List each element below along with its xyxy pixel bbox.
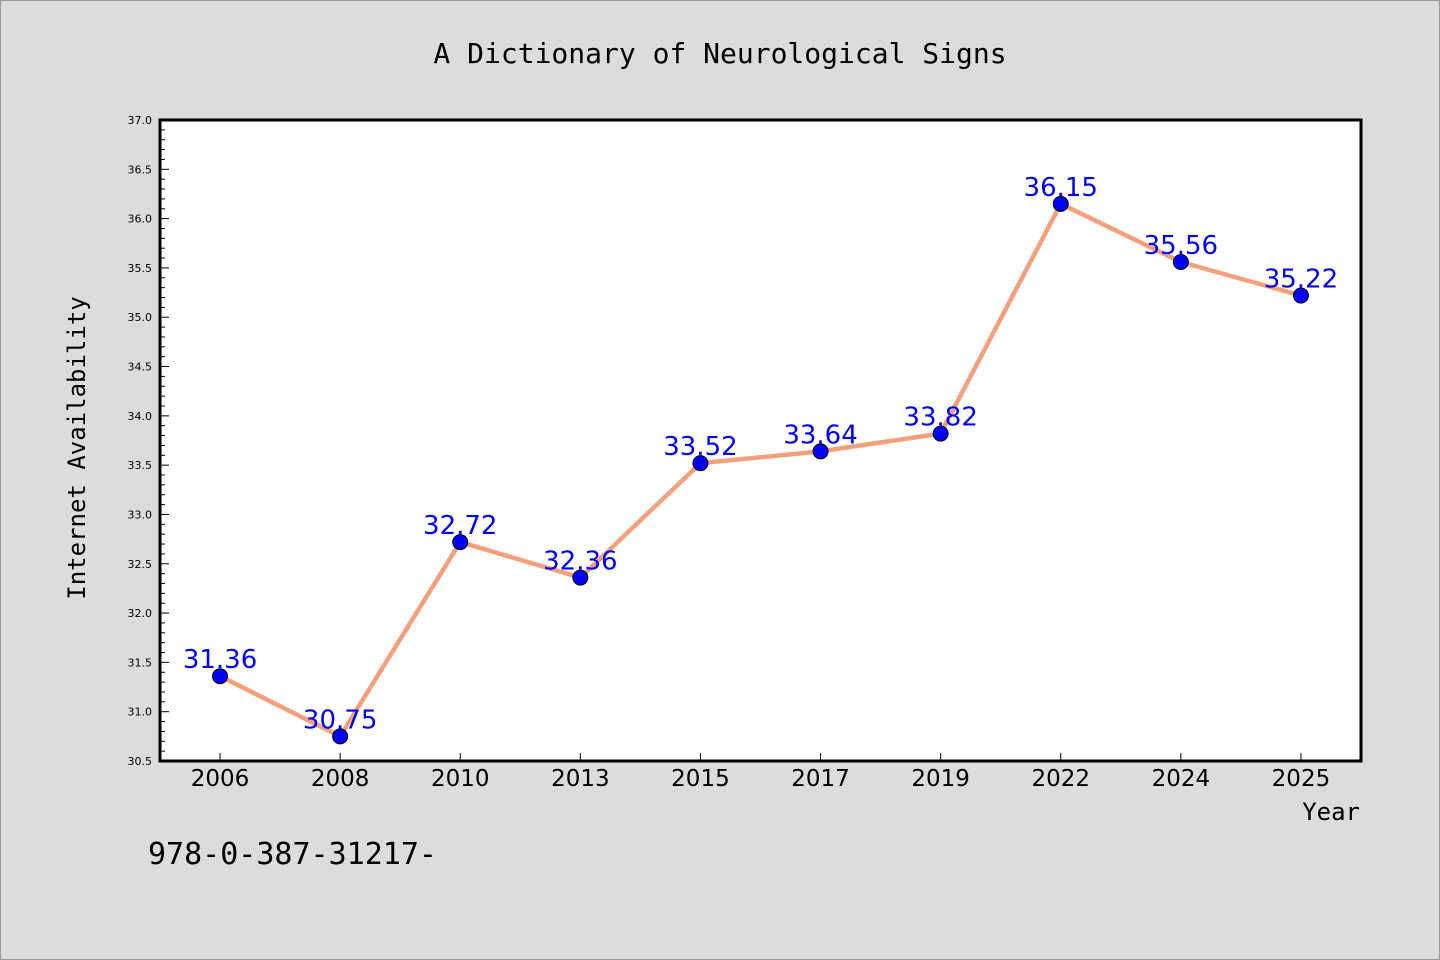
- x-tick-label: 2022: [1031, 766, 1090, 792]
- data-label: 31.36: [183, 645, 257, 675]
- x-tick-label: 2024: [1152, 766, 1211, 792]
- x-tick-label: 2025: [1272, 766, 1331, 792]
- data-label: 30.75: [303, 705, 377, 735]
- data-label: 33.82: [903, 403, 977, 433]
- data-label: 32.36: [543, 547, 617, 577]
- data-point-marker: [812, 443, 829, 460]
- data-point-marker: [692, 455, 709, 472]
- y-axis: 30.5 31.0 31.5 32.0 32.5 33.0 33.5 34.0 34.5 35.0…: [128, 114, 169, 768]
- y-tick-label: 36.5: [128, 163, 153, 176]
- data-point-marker: [1292, 287, 1309, 304]
- chart-title: A Dictionary of Neurological Signs: [433, 37, 1006, 70]
- data-point-marker: [212, 668, 229, 685]
- y-tick-label: 32.0: [128, 607, 153, 620]
- x-axis: 2006 2008 2010 2013 2015 2017 2019 2022 2024 2025: [191, 753, 1330, 792]
- data-label: 36.15: [1024, 173, 1098, 203]
- x-tick-label: 2006: [191, 766, 250, 792]
- x-tick-label: 2015: [671, 766, 730, 792]
- x-axis-label: Year: [1302, 798, 1360, 826]
- data-point-marker: [1172, 254, 1189, 271]
- data-point-marker: [932, 425, 949, 442]
- x-tick-label: 2019: [911, 766, 970, 792]
- data-point-marker: [332, 728, 349, 745]
- y-tick-label: 33.5: [128, 459, 153, 472]
- y-tick-label: 36.0: [128, 213, 153, 226]
- y-tick-label: 32.5: [128, 558, 153, 571]
- x-tick-label: 2017: [791, 766, 850, 792]
- data-label: 32.72: [423, 511, 497, 541]
- y-tick-label: 31.0: [128, 706, 153, 719]
- y-tick-label: 35.5: [128, 262, 153, 275]
- y-tick-label: 35.0: [128, 311, 153, 324]
- y-axis-label: Internet Availability: [63, 296, 91, 599]
- plot-area: [158, 118, 1363, 763]
- data-label: 33.64: [783, 420, 857, 450]
- data-point-marker: [452, 534, 469, 551]
- data-label: 35.56: [1144, 231, 1218, 261]
- series-group: 31.36 30.75 32.72 32.36 33.52 33.64 33.82 36.15…: [183, 173, 1338, 745]
- y-tick-label: 33.0: [128, 508, 153, 521]
- data-label: 35.22: [1264, 265, 1338, 295]
- x-tick-label: 2008: [311, 766, 370, 792]
- y-tick-label: 34.5: [128, 361, 153, 374]
- data-label: 33.52: [663, 432, 737, 462]
- y-tick-label: 31.5: [128, 656, 153, 669]
- series-line: [217, 201, 1304, 739]
- footnote-text: 978-0-387-31217-: [148, 837, 437, 872]
- x-tick-label: 2010: [431, 766, 490, 792]
- data-point-marker: [572, 569, 589, 586]
- y-tick-label: 30.5: [128, 755, 153, 768]
- x-tick-label: 2013: [551, 766, 610, 792]
- y-tick-label: 34.0: [128, 410, 153, 423]
- y-tick-label: 37.0: [128, 114, 153, 127]
- data-point-marker: [1052, 195, 1069, 212]
